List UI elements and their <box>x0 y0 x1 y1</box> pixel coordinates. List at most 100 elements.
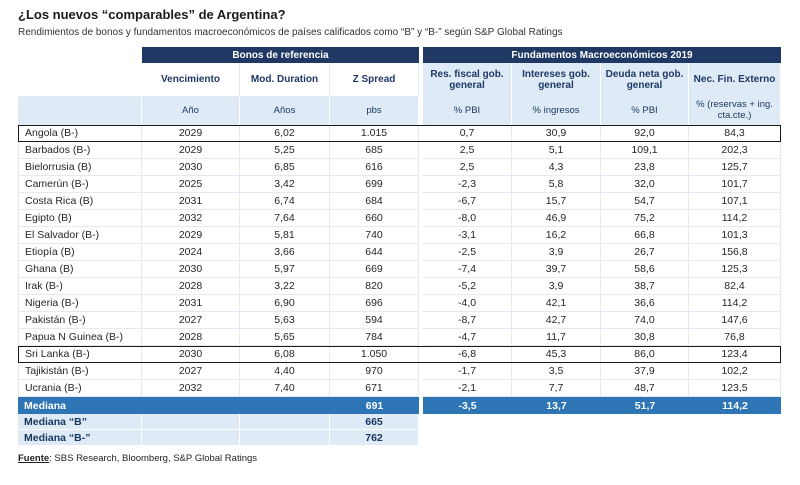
value-cell: 92,0 <box>601 125 689 142</box>
section-gap <box>419 244 423 261</box>
section-gap <box>419 312 423 329</box>
table-body: Angola (B-) 2029 6,02 1.015 0,7 30,9 92,0 84,3 B… <box>18 125 781 397</box>
value-cell: 23,8 <box>601 159 689 176</box>
value-cell: -2,3 <box>423 176 512 193</box>
value-cell: 51,7 <box>601 397 689 414</box>
table-row: Etiopía (B) 2024 3,66 644 -2,5 3,9 26,7 156,8 <box>18 244 781 261</box>
value-cell: 4,3 <box>512 159 601 176</box>
value-cell: -8,7 <box>423 312 512 329</box>
value-cell: 125,3 <box>689 261 781 278</box>
section-gap <box>419 430 423 446</box>
value-cell: 74,0 <box>601 312 689 329</box>
section-gap <box>419 210 423 227</box>
col-header-z-spread: Z Spread <box>330 63 419 97</box>
value-cell: 665 <box>330 414 419 430</box>
value-cell: 6,02 <box>240 125 330 142</box>
country-cell: Tajikistán (B-) <box>18 363 142 380</box>
value-cell <box>423 414 512 430</box>
source-label: Fuente <box>18 453 50 464</box>
section-gap <box>419 414 423 430</box>
value-cell: 13,7 <box>512 397 601 414</box>
country-cell: Nigeria (B-) <box>18 295 142 312</box>
value-cell: 3,5 <box>512 363 601 380</box>
value-cell: 58,6 <box>601 261 689 278</box>
value-cell <box>240 414 330 430</box>
value-cell: -6,7 <box>423 193 512 210</box>
value-cell: -2,1 <box>423 380 512 397</box>
table-row: Irak (B-) 2028 3,22 820 -5,2 3,9 38,7 82,4 <box>18 278 781 295</box>
section-gap <box>419 176 423 193</box>
group-header-bonos: Bonos de referencia <box>142 47 419 63</box>
value-cell: 76,8 <box>689 329 781 346</box>
value-cell: 2029 <box>142 227 240 244</box>
unit-mod-duration: Años <box>240 97 330 125</box>
unit-spacer <box>18 97 142 125</box>
summary-label-cell: Mediana <box>18 397 142 414</box>
table-row: Camerún (B-) 2025 3,42 699 -2,3 5,8 32,0 101,7 <box>18 176 781 193</box>
value-cell: 5,97 <box>240 261 330 278</box>
value-cell: 5,81 <box>240 227 330 244</box>
value-cell: 6,08 <box>240 346 330 363</box>
value-cell: -1,7 <box>423 363 512 380</box>
section-gap <box>419 47 423 63</box>
value-cell: 669 <box>330 261 419 278</box>
section-gap <box>419 346 423 363</box>
value-cell: 5,1 <box>512 142 601 159</box>
table-row: Bielorrusia (B) 2030 6,85 616 2,5 4,3 23,8 125,… <box>18 159 781 176</box>
value-cell: 820 <box>330 278 419 295</box>
value-cell <box>142 397 240 414</box>
source-note: Fuente: SBS Research, Bloomberg, S&P Glo… <box>18 453 782 464</box>
group-header-row: Bonos de referencia Fundamentos Macroeco… <box>18 47 781 63</box>
value-cell: 75,2 <box>601 210 689 227</box>
value-cell: 123,4 <box>689 346 781 363</box>
source-text: : SBS Research, Bloomberg, S&P Global Ra… <box>49 453 258 464</box>
value-cell: 102,2 <box>689 363 781 380</box>
value-cell: 26,7 <box>601 244 689 261</box>
value-cell: 16,2 <box>512 227 601 244</box>
value-cell: 6,90 <box>240 295 330 312</box>
value-cell: 30,9 <box>512 125 601 142</box>
value-cell: 38,7 <box>601 278 689 295</box>
section-gap <box>419 125 423 142</box>
summary-label-cell: Mediana “B” <box>18 414 142 430</box>
value-cell: -4,0 <box>423 295 512 312</box>
value-cell: 5,25 <box>240 142 330 159</box>
value-cell: 696 <box>330 295 419 312</box>
value-cell: 2030 <box>142 261 240 278</box>
section-gap <box>419 193 423 210</box>
table-row: Sri Lanka (B-) 2030 6,08 1.050 -6,8 45,3 86,0 1… <box>18 346 781 363</box>
col-header-deuda-neta: Deuda neta gob. general <box>601 63 689 97</box>
country-cell: El Salvador (B-) <box>18 227 142 244</box>
value-cell: 3,66 <box>240 244 330 261</box>
value-cell: 616 <box>330 159 419 176</box>
value-cell: 2028 <box>142 278 240 295</box>
value-cell: 86,0 <box>601 346 689 363</box>
section-gap <box>419 142 423 159</box>
value-cell: 66,8 <box>601 227 689 244</box>
value-cell: 46,9 <box>512 210 601 227</box>
value-cell <box>689 414 781 430</box>
country-cell: Sri Lanka (B-) <box>18 346 142 363</box>
column-header-row: Vencimiento Mod. Duration Z Spread Res. … <box>18 63 781 97</box>
group-header-spacer <box>18 47 142 63</box>
value-cell: 39,7 <box>512 261 601 278</box>
value-cell: 3,22 <box>240 278 330 295</box>
value-cell <box>601 414 689 430</box>
value-cell: 2030 <box>142 346 240 363</box>
value-cell: 114,2 <box>689 210 781 227</box>
value-cell: 2032 <box>142 210 240 227</box>
value-cell <box>512 430 601 446</box>
group-header-fundamentos: Fundamentos Macroeconómicos 2019 <box>423 47 781 63</box>
unit-z-spread: pbs <box>330 97 419 125</box>
col-header-vencimiento: Vencimiento <box>142 63 240 97</box>
value-cell: 37,9 <box>601 363 689 380</box>
value-cell: 114,2 <box>689 397 781 414</box>
summary-row: Mediana 691 -3,5 13,7 51,7 114,2 <box>18 397 781 414</box>
table-row: Egipto (B) 2032 7,64 660 -8,0 46,9 75,2 114,2 <box>18 210 781 227</box>
unit-res-fiscal: % PBI <box>423 97 512 125</box>
section-gap <box>419 97 423 125</box>
value-cell: 36,6 <box>601 295 689 312</box>
value-cell: 644 <box>330 244 419 261</box>
section-gap <box>419 159 423 176</box>
value-cell: 594 <box>330 312 419 329</box>
